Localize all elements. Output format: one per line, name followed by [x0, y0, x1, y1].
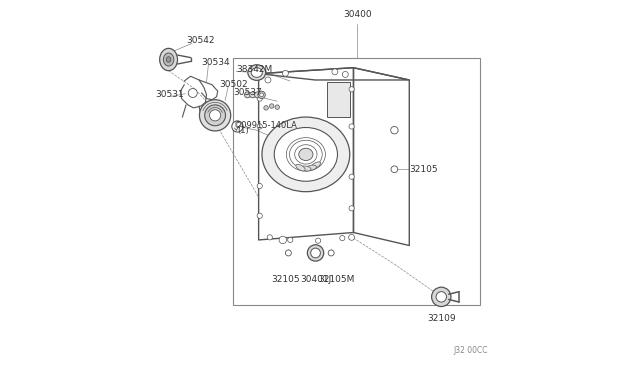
Circle shape	[285, 250, 291, 256]
Text: 32109: 32109	[427, 314, 456, 323]
Circle shape	[349, 206, 354, 211]
Text: 30400: 30400	[343, 10, 371, 19]
Text: 32105: 32105	[271, 275, 300, 283]
Circle shape	[257, 96, 262, 101]
Circle shape	[349, 234, 355, 240]
Circle shape	[260, 93, 264, 97]
Circle shape	[267, 235, 273, 240]
Ellipse shape	[248, 65, 266, 80]
Circle shape	[269, 104, 274, 108]
Text: J32 00CC: J32 00CC	[453, 346, 488, 355]
Bar	[232, 58, 480, 305]
Circle shape	[349, 87, 354, 92]
Circle shape	[390, 126, 398, 134]
Ellipse shape	[159, 48, 177, 71]
Circle shape	[279, 236, 287, 244]
Ellipse shape	[299, 148, 313, 161]
Circle shape	[188, 89, 197, 97]
Circle shape	[232, 121, 243, 132]
Text: 32105: 32105	[410, 165, 438, 174]
Circle shape	[431, 287, 451, 307]
Circle shape	[264, 106, 268, 110]
Text: 30534: 30534	[201, 58, 230, 67]
Circle shape	[275, 105, 280, 109]
Circle shape	[205, 105, 225, 126]
Text: 38342M: 38342M	[236, 65, 273, 74]
Circle shape	[250, 92, 255, 98]
Text: 32105M: 32105M	[319, 275, 355, 283]
Ellipse shape	[166, 57, 171, 62]
Circle shape	[255, 92, 260, 98]
Circle shape	[332, 69, 338, 75]
Circle shape	[436, 292, 447, 302]
Circle shape	[257, 124, 262, 129]
Text: 30542: 30542	[186, 36, 214, 45]
Circle shape	[391, 166, 397, 173]
Text: (1): (1)	[237, 126, 249, 135]
Ellipse shape	[251, 68, 262, 77]
Text: 30537: 30537	[234, 88, 262, 97]
Text: 30502: 30502	[220, 80, 248, 89]
Circle shape	[316, 238, 321, 243]
Ellipse shape	[296, 164, 305, 171]
Circle shape	[340, 235, 345, 241]
Circle shape	[257, 183, 262, 189]
Text: ©09915-140LA: ©09915-140LA	[234, 121, 298, 130]
Circle shape	[244, 92, 250, 98]
Circle shape	[342, 71, 348, 77]
Circle shape	[258, 91, 266, 99]
Ellipse shape	[306, 165, 316, 170]
Ellipse shape	[301, 166, 311, 171]
Circle shape	[349, 124, 354, 129]
Circle shape	[349, 174, 354, 179]
Circle shape	[282, 70, 289, 76]
Circle shape	[257, 213, 262, 218]
Circle shape	[307, 245, 324, 261]
Circle shape	[209, 110, 221, 121]
Ellipse shape	[163, 53, 174, 66]
Circle shape	[310, 248, 321, 258]
Bar	[326, 82, 349, 117]
Ellipse shape	[311, 162, 321, 169]
Circle shape	[265, 77, 271, 83]
Circle shape	[287, 237, 293, 243]
Circle shape	[200, 100, 231, 131]
Text: 30401J: 30401J	[300, 275, 331, 283]
Text: 30531: 30531	[156, 90, 184, 99]
Ellipse shape	[275, 128, 337, 181]
Ellipse shape	[262, 117, 349, 192]
Circle shape	[328, 250, 334, 256]
